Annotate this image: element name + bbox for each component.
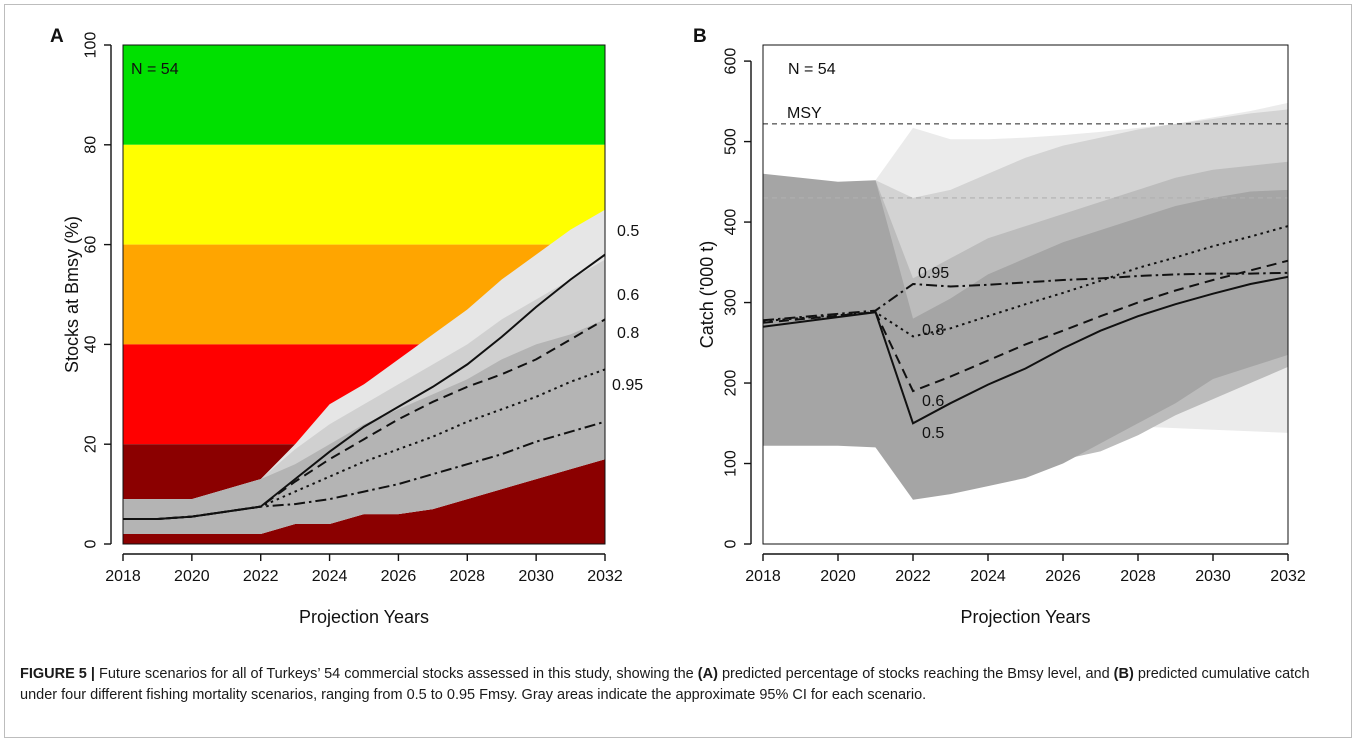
x-tick-label-a-2026: 2026 bbox=[381, 568, 417, 585]
x-tick-label-a-2020: 2020 bbox=[174, 568, 210, 585]
y-tick-label-a-0: 0 bbox=[83, 539, 100, 548]
x-tick-label-b-2018: 2018 bbox=[745, 568, 781, 585]
caption-text-2: predicted percentage of stocks reaching … bbox=[717, 666, 1114, 682]
series-label-a-0_5: 0.5 bbox=[617, 223, 639, 240]
reference-label-b-0: MSY bbox=[787, 105, 822, 122]
background-band-a-0 bbox=[123, 45, 605, 145]
panel-label-b: B bbox=[693, 26, 707, 47]
series-label-b-0_95: 0.95 bbox=[918, 265, 949, 282]
series-line-b-0_95 bbox=[763, 271, 1288, 322]
figure-frame bbox=[4, 4, 1352, 738]
x-tick-label-a-2030: 2030 bbox=[518, 568, 554, 585]
y-tick-label-a-100: 100 bbox=[83, 32, 100, 59]
caption-text-3: predicted cumulative catch under four di… bbox=[20, 666, 1310, 703]
y-tick-label-a-40: 40 bbox=[83, 335, 100, 353]
x-tick-label-a-2018: 2018 bbox=[105, 568, 141, 585]
y-tick-label-b-300: 300 bbox=[723, 289, 740, 316]
y-tick-label-a-60: 60 bbox=[83, 236, 100, 254]
caption-bold-a: (A) bbox=[697, 666, 718, 682]
series-line-b-0_6 bbox=[763, 259, 1288, 393]
x-tick-label-b-2020: 2020 bbox=[820, 568, 856, 585]
plot-box-b bbox=[762, 44, 1289, 545]
y-axis-title-b: Catch ('000 t) bbox=[697, 241, 717, 348]
n-annotation-b: N = 54 bbox=[788, 61, 836, 78]
n-annotation-a: N = 54 bbox=[131, 61, 179, 78]
x-axis-title-b: Projection Years bbox=[960, 607, 1090, 627]
y-tick-label-a-20: 20 bbox=[83, 435, 100, 453]
background-band-a-1 bbox=[123, 144, 605, 245]
series-line-a-0_95 bbox=[123, 420, 605, 520]
y-axis-title-a: Stocks at Bmsy (%) bbox=[62, 216, 82, 373]
y-tick-label-a-80: 80 bbox=[83, 136, 100, 154]
figure-caption: FIGURE 5 | Future scenarios for all of T… bbox=[20, 664, 1338, 706]
y-tick-label-b-200: 200 bbox=[723, 370, 740, 397]
x-tick-label-b-2032: 2032 bbox=[1270, 568, 1306, 585]
panel-b: MSY 0.5 0.6 0.8 0.95 2018 2020 2022 2024 2026 2028… bbox=[693, 26, 1306, 627]
y-tick-label-b-600: 600 bbox=[723, 48, 740, 75]
plot-area-a bbox=[123, 45, 605, 544]
series-label-b-0_6: 0.6 bbox=[922, 393, 944, 410]
panel-a: 0.5 0.6 0.8 0.95 2018 2020 2022 2024 2026 2028 203… bbox=[50, 26, 643, 627]
x-tick-label-b-2028: 2028 bbox=[1120, 568, 1156, 585]
y-tick-label-b-400: 400 bbox=[723, 209, 740, 236]
y-tick-label-b-100: 100 bbox=[723, 450, 740, 477]
x-axis-title-a: Projection Years bbox=[299, 607, 429, 627]
ci-band-b-3 bbox=[763, 173, 1288, 500]
y-tick-label-b-500: 500 bbox=[723, 128, 740, 155]
series-line-a-0_8 bbox=[123, 368, 605, 520]
plot-area-b bbox=[763, 102, 1288, 500]
series-label-b-0_8: 0.8 bbox=[922, 322, 944, 339]
x-tick-label-b-2022: 2022 bbox=[895, 568, 931, 585]
x-tick-label-a-2032: 2032 bbox=[587, 568, 623, 585]
series-label-a-0_95: 0.95 bbox=[612, 377, 643, 394]
caption-bold-b: (B) bbox=[1113, 666, 1134, 682]
series-label-a-0_8: 0.8 bbox=[617, 325, 639, 342]
x-tick-label-b-2026: 2026 bbox=[1045, 568, 1081, 585]
x-tick-label-b-2030: 2030 bbox=[1195, 568, 1231, 585]
series-line-b-0_5 bbox=[763, 275, 1288, 425]
x-tick-label-a-2024: 2024 bbox=[312, 568, 348, 585]
caption-label: FIGURE 5 | bbox=[20, 666, 95, 682]
x-tick-label-b-2024: 2024 bbox=[970, 568, 1006, 585]
panel-label-a: A bbox=[50, 26, 64, 47]
series-line-b-0_8 bbox=[763, 225, 1288, 338]
plot-box-a bbox=[122, 44, 606, 545]
caption-text-1: Future scenarios for all of Turkeys’ 54 … bbox=[94, 666, 698, 682]
series-label-b-0_5: 0.5 bbox=[922, 425, 944, 442]
y-tick-label-b-0: 0 bbox=[723, 539, 740, 548]
x-tick-label-a-2022: 2022 bbox=[243, 568, 279, 585]
x-tick-label-a-2028: 2028 bbox=[449, 568, 485, 585]
series-label-a-0_6: 0.6 bbox=[617, 287, 639, 304]
